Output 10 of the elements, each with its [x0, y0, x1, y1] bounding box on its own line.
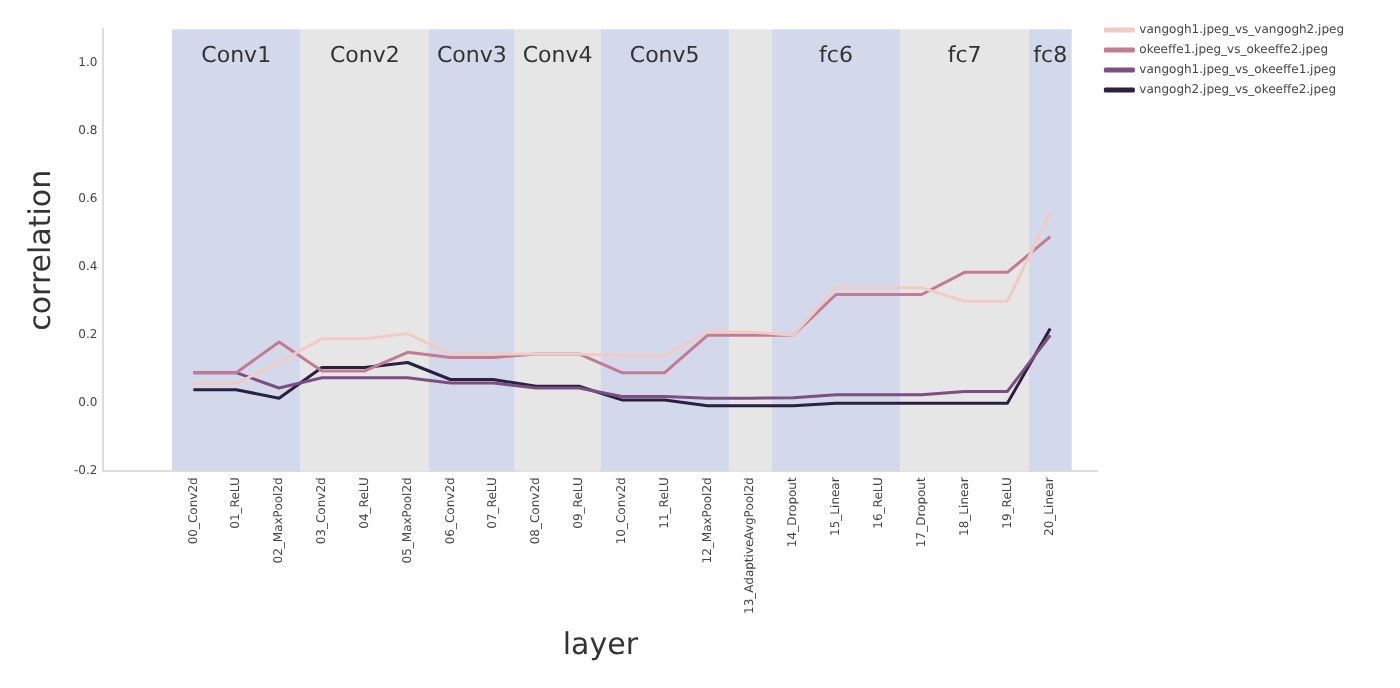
band-label: fc8 [1033, 41, 1068, 68]
band-label: Conv2 [329, 41, 400, 68]
band-label: fc6 [819, 41, 853, 68]
band-label: Conv1 [201, 41, 272, 68]
band-label: fc7 [947, 41, 982, 68]
y-axis-title: correlation [21, 169, 58, 331]
x-axis-title: layer [562, 625, 640, 662]
band-label: Conv3 [436, 41, 507, 68]
band-label: Conv4 [522, 41, 593, 68]
band-label: Conv5 [629, 41, 700, 68]
